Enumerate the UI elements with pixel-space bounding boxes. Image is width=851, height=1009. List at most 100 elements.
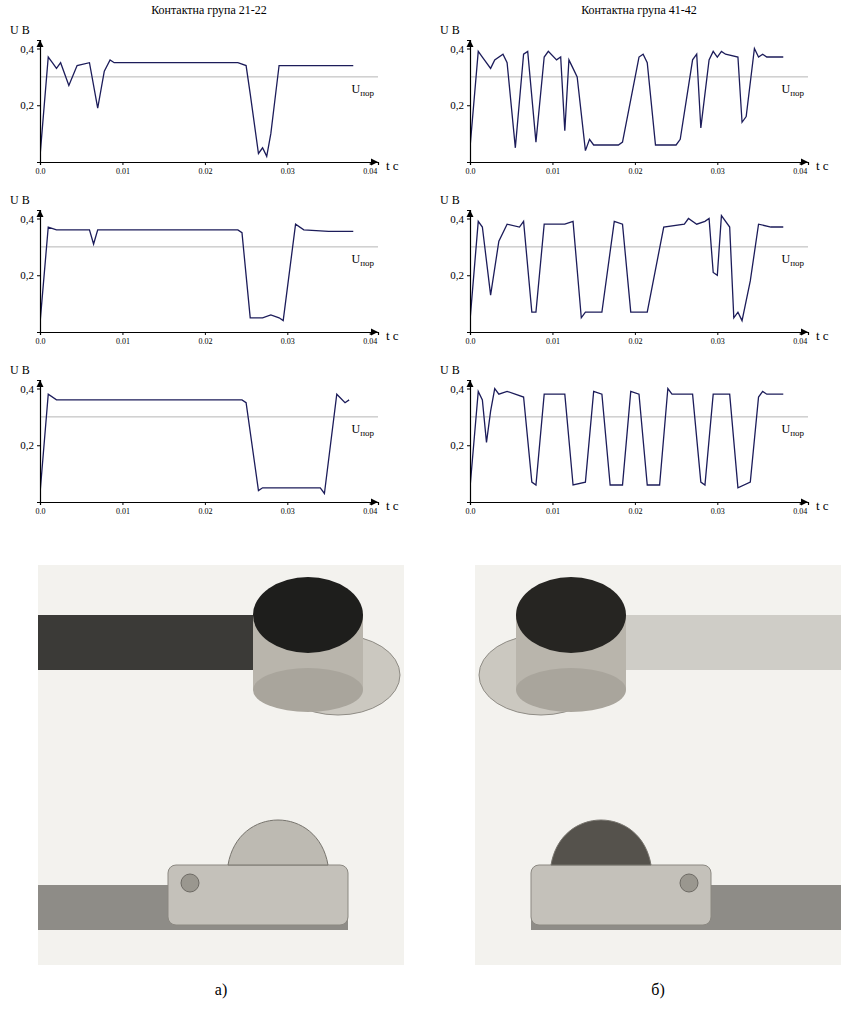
tick: 0.0 (466, 162, 476, 176)
tick-mark (467, 219, 470, 220)
tick: 0.03 (281, 502, 295, 516)
tick-label: 0.03 (711, 167, 725, 176)
chart-title: Контактна група 41-42 (581, 3, 697, 17)
tick-label: 0,2 (20, 99, 34, 111)
tick: 0.03 (711, 162, 725, 176)
y-axis-title: U B (440, 193, 460, 207)
tick-mark (205, 502, 206, 505)
tick: 0.01 (116, 332, 130, 346)
tick: 0.04 (793, 502, 807, 516)
tick-mark (467, 105, 470, 106)
threshold-label-group: Uпор (350, 81, 377, 99)
tick-label: 0.04 (363, 167, 377, 176)
axis-line (37, 211, 41, 333)
threshold-label: Uпор (352, 82, 375, 98)
plot-area (470, 49, 783, 151)
tick-mark (717, 162, 718, 165)
tick: 0.01 (116, 162, 130, 176)
panel: 0.00.010.020.030.040,20,4U Bt cUпор (10, 363, 399, 516)
axis-line (41, 503, 379, 506)
x-axis: 0.00.010.020.030.04 (36, 502, 379, 516)
tick: 0.02 (198, 332, 212, 346)
tick-label: 0,2 (450, 439, 464, 451)
tick-mark (37, 219, 40, 220)
threshold-label: Uпор (782, 422, 805, 438)
tick-mark (122, 332, 123, 335)
y-axis: 0,20,4 (450, 41, 470, 163)
axis-arrow (37, 40, 44, 47)
tick: 0,2 (20, 99, 40, 111)
y-axis-title: U B (10, 193, 30, 207)
tick-mark (635, 332, 636, 335)
axis-arrow (801, 329, 808, 336)
x-axis-title: t c (816, 158, 829, 173)
tick-mark (370, 162, 371, 165)
signal-line (470, 389, 783, 488)
tick-mark (37, 49, 40, 50)
tick-label: 0.01 (116, 507, 130, 516)
tick: 0.04 (363, 162, 377, 176)
label-ground (780, 421, 807, 439)
tick: 0.02 (198, 502, 212, 516)
axis-line (467, 41, 471, 163)
label-ground (350, 421, 377, 439)
threshold-label-group: Uпор (780, 81, 807, 99)
tick: 0,4 (450, 383, 470, 395)
axis-arrow (801, 499, 808, 506)
tick-label: 0.02 (628, 507, 642, 516)
plot-area (470, 216, 783, 321)
tick: 0,2 (450, 269, 470, 281)
tick-label: 0.03 (281, 167, 295, 176)
tick: 0.02 (628, 502, 642, 516)
tick: 0,2 (20, 439, 40, 451)
y-axis: 0,2 0,4 (450, 211, 470, 333)
tick-mark (552, 332, 553, 335)
axis-line (467, 211, 471, 333)
tick-label: 0.04 (793, 337, 807, 346)
tick: 0.0 (36, 162, 46, 176)
axis-arrow (37, 210, 44, 217)
panel: 0.00.010.020.030.040,20,4U Bt cUпор (440, 193, 829, 346)
tick-label: 0,4 (450, 43, 464, 55)
tick: 0.0 (466, 502, 476, 516)
tick-label: 0,4 (20, 213, 34, 225)
axis-arrow (371, 329, 378, 336)
label-ground (350, 81, 377, 99)
y-axis-title: U B (10, 363, 30, 377)
tick-label: 0.01 (116, 167, 130, 176)
tick-mark (635, 502, 636, 505)
axis-line (37, 381, 41, 503)
plot-area (40, 394, 349, 493)
tick-label: 0.0 (36, 167, 46, 176)
figure: 0.0 0.01 0.02 0.03 0.04 0,2 0,4 U B t c Контактна… (0, 0, 851, 1009)
label-ground (780, 251, 807, 269)
tick-label: 0.01 (546, 507, 560, 516)
tick: 0.0 (466, 332, 476, 346)
tick-mark (37, 275, 40, 276)
x-axis-title: t c (816, 328, 829, 343)
tick-label: 0.02 (198, 507, 212, 516)
tick: 0.04 (363, 332, 377, 346)
x-axis-title: t c (386, 158, 399, 173)
tick-label: 0.03 (711, 507, 725, 516)
contact-head (516, 577, 626, 653)
panel: 0.00.010.020.030.040,20,4U Bt cКонтактна… (440, 3, 829, 176)
tick: 0.04 (793, 162, 807, 176)
tick-mark (800, 332, 801, 335)
tick-label: 0,2 (20, 269, 34, 281)
tick-mark (467, 445, 470, 446)
axis-line (471, 163, 809, 166)
chart-title: Контактна група 21-22 (151, 3, 267, 17)
tick-label: 0.02 (628, 167, 642, 176)
signal-line (470, 49, 783, 151)
rivet-bottom (253, 668, 363, 712)
tick-label: 0.0 (36, 337, 46, 346)
tick: 0.02 (628, 332, 642, 346)
x-axis: 0.00.010.020.030.04 (466, 332, 809, 346)
threshold-label-group: Uпор (780, 251, 807, 269)
x-axis: 0.00.010.020.030.04 (466, 162, 809, 176)
threshold-label-group: Uпор (350, 421, 377, 439)
panel: 0.00.010.020.030.040,20,4U Bt cUпор (10, 193, 399, 346)
threshold-line (40, 246, 378, 247)
tick: 0,4 (450, 213, 470, 225)
